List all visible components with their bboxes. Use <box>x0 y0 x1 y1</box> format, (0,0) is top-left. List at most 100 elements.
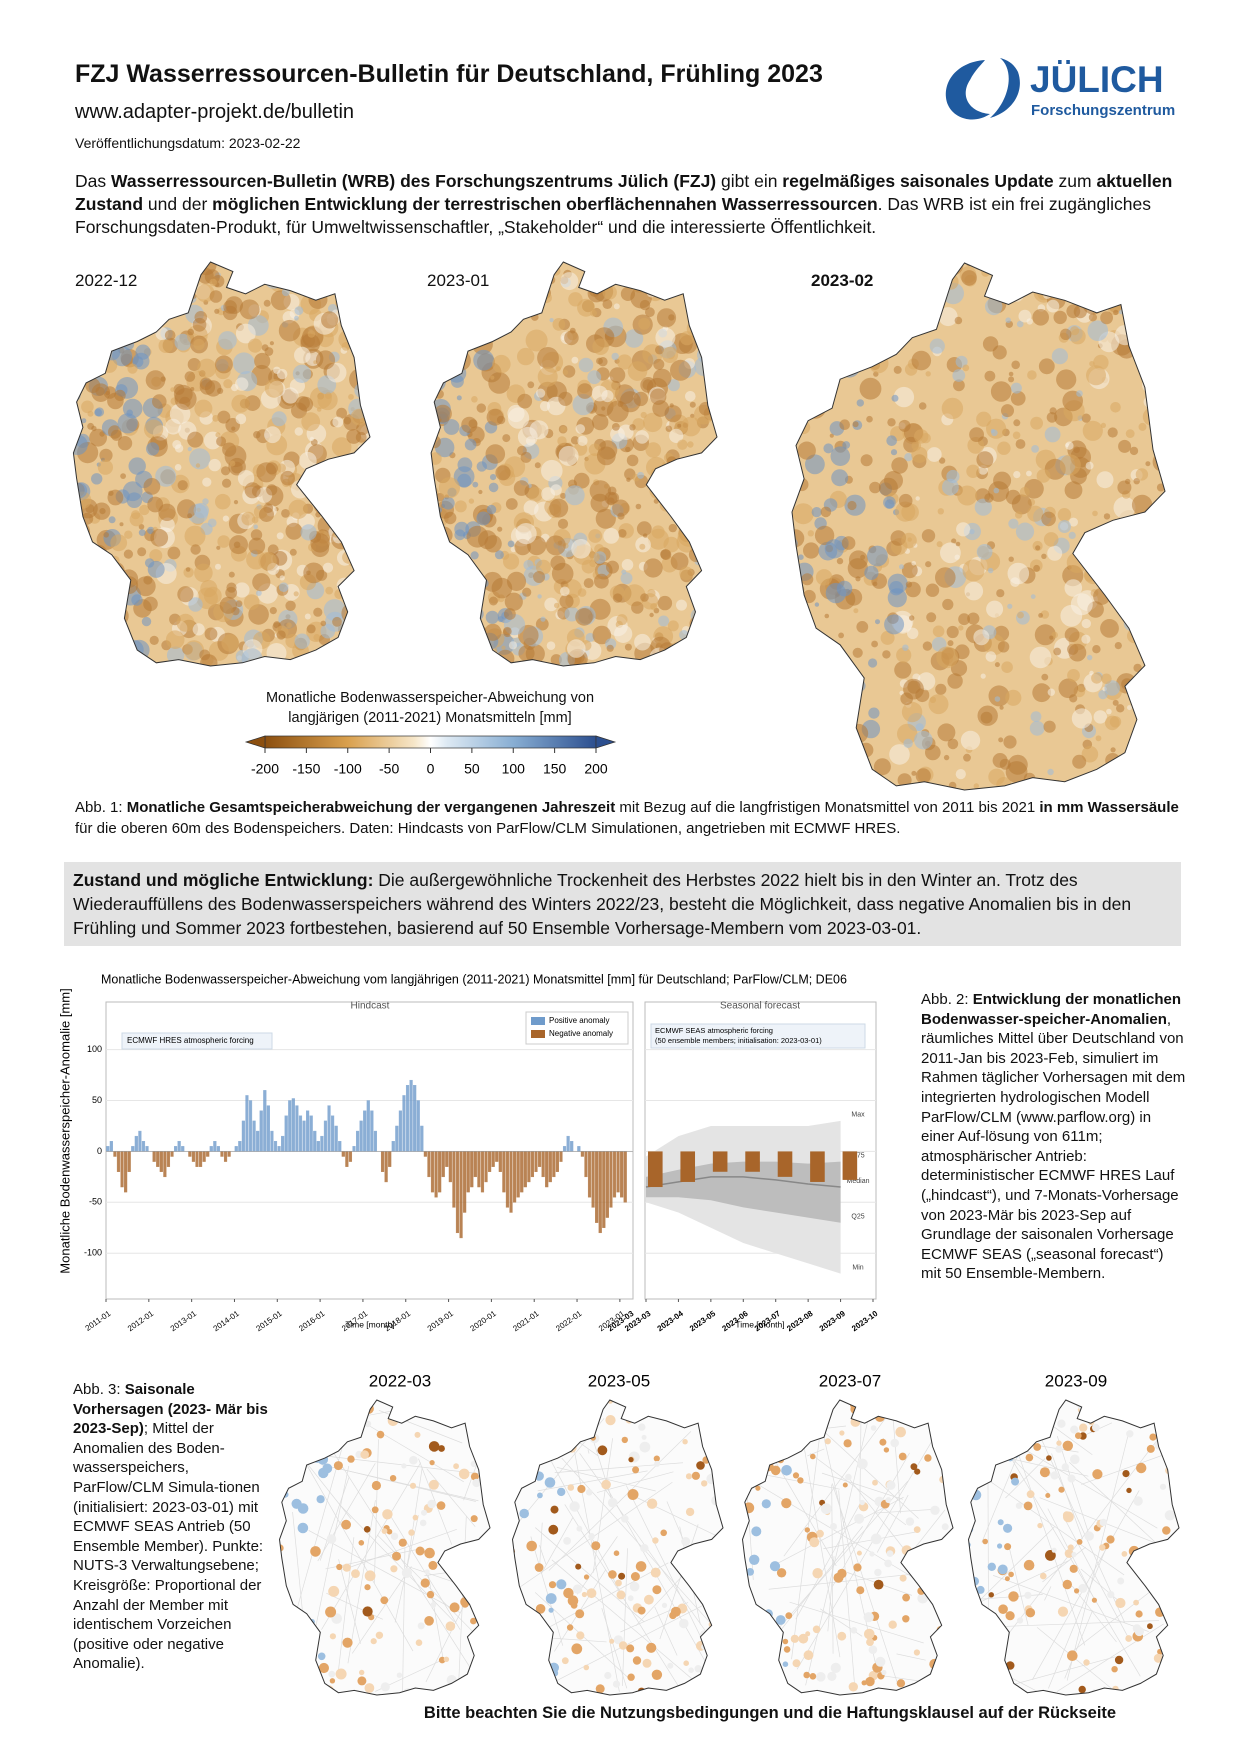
map-texture <box>106 311 122 327</box>
map-dot <box>485 1679 490 1685</box>
map-texture <box>898 419 911 432</box>
map-dot <box>1078 1583 1088 1593</box>
map-dot <box>924 1454 932 1462</box>
district-line <box>551 1559 707 1692</box>
map-texture <box>656 308 677 328</box>
bar <box>163 1151 167 1178</box>
map-texture <box>1150 697 1155 703</box>
map-dot <box>1133 1599 1139 1606</box>
district-line <box>319 1477 350 1561</box>
map-texture <box>1008 518 1019 529</box>
map-dot <box>1135 1610 1143 1618</box>
map-texture <box>143 478 161 495</box>
map-texture <box>918 402 927 410</box>
map-dot <box>326 1534 337 1544</box>
map-texture <box>143 596 158 612</box>
map-texture <box>797 441 816 460</box>
map-texture <box>1086 365 1106 386</box>
map-texture <box>143 419 164 439</box>
map-texture <box>158 338 174 354</box>
map-dot <box>646 1642 657 1653</box>
bar <box>134 1135 138 1152</box>
map-dot <box>1015 1502 1023 1509</box>
map-dot <box>380 1682 390 1692</box>
map-texture <box>609 367 626 383</box>
map-texture <box>976 544 993 560</box>
bar <box>191 1151 196 1162</box>
map-texture <box>679 331 695 346</box>
map-dot <box>297 1522 309 1534</box>
district-line <box>404 1467 423 1579</box>
map-texture <box>1055 263 1073 279</box>
map-texture <box>65 470 70 475</box>
map-texture <box>794 755 811 771</box>
bar <box>341 1151 345 1157</box>
map-dot <box>526 1663 535 1672</box>
map-dot <box>827 1671 837 1681</box>
map-texture <box>798 710 807 718</box>
map-texture <box>617 512 625 520</box>
map-dot <box>1117 1577 1125 1585</box>
map-texture <box>1033 564 1040 572</box>
map-texture <box>814 602 820 607</box>
map-texture <box>941 263 964 276</box>
map-texture <box>698 262 704 265</box>
map-texture <box>485 444 506 464</box>
bar <box>523 1151 527 1188</box>
map-texture <box>812 656 831 675</box>
map-texture <box>1059 454 1081 476</box>
map-texture <box>607 492 620 504</box>
map-dot <box>427 1499 437 1509</box>
map-dot <box>601 1479 611 1490</box>
map-texture <box>150 289 160 299</box>
map-texture <box>315 350 336 370</box>
map-texture <box>938 307 958 327</box>
map-title: 2023-07 <box>819 1371 881 1390</box>
map-texture <box>958 625 964 631</box>
map-dot <box>1025 1608 1036 1618</box>
map-texture <box>515 283 523 291</box>
map-label: 2022-12 <box>75 271 138 290</box>
map-texture <box>1118 439 1132 453</box>
map-texture <box>493 284 500 291</box>
map-dot <box>458 1408 469 1419</box>
map-texture <box>109 586 125 602</box>
map-texture <box>710 473 717 484</box>
map-texture <box>126 492 143 509</box>
map-texture <box>911 770 917 776</box>
map-dot <box>476 1632 483 1638</box>
map-texture <box>612 499 630 517</box>
map-dot <box>748 1652 756 1661</box>
map-texture <box>812 382 818 387</box>
map-texture <box>135 576 156 597</box>
map-texture <box>259 507 274 522</box>
map-dot <box>428 1441 440 1452</box>
map-texture <box>607 262 612 265</box>
map-texture <box>676 272 692 288</box>
map-texture <box>866 415 873 423</box>
map-dot <box>778 1448 788 1457</box>
colorbar-tick-label: 50 <box>464 761 480 777</box>
map-texture <box>1053 310 1067 325</box>
map-texture <box>980 673 986 679</box>
map-texture <box>915 264 925 274</box>
bar <box>409 1079 413 1152</box>
text: zum <box>1053 171 1097 191</box>
map-texture <box>689 401 696 408</box>
bar <box>141 1141 146 1152</box>
bar <box>620 1151 624 1198</box>
map-texture <box>174 333 192 351</box>
map-texture <box>1113 496 1136 519</box>
map-texture <box>1135 302 1141 307</box>
map-dot <box>654 1460 661 1467</box>
x-tick-label: 2023-09 <box>818 1309 848 1334</box>
map-texture <box>104 344 121 361</box>
map-texture <box>662 482 675 495</box>
map-dot <box>279 1663 288 1673</box>
text: . Das WRB ist ein frei zugängliches Fors… <box>75 194 1151 237</box>
map-dot <box>591 1541 601 1551</box>
map-texture <box>309 436 314 441</box>
map-dot <box>769 1561 781 1572</box>
map-texture <box>170 387 175 392</box>
map-texture <box>263 299 271 307</box>
